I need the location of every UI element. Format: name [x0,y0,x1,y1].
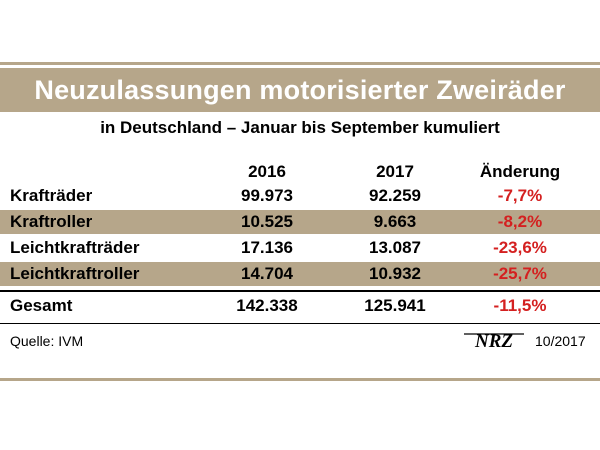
subtitle: in Deutschland – Januar bis September ku… [100,118,500,137]
nrz-logo: NRZ [464,331,524,350]
top-divider [0,62,600,65]
publication-date: 10/2017 [535,333,586,349]
change-value: -23,6% [493,238,547,257]
value-2016: 17.136 [241,238,293,257]
table-row: Krafträder 99.973 92.259 -7,7% [0,184,600,208]
value-2016: 99.973 [241,186,293,205]
table-row: Kraftroller 10.525 9.663 -8,2% [0,210,600,234]
table-row: Leichtkrafträder 17.136 13.087 -23,6% [0,236,600,260]
total-change: -11,5% [493,296,547,315]
row-label: Leichtkrafträder [10,238,140,257]
table-row: Leichtkraftroller 14.704 10.932 -25,7% [0,262,600,286]
bottom-divider [0,323,600,324]
row-label: Krafträder [10,186,93,205]
value-2016: 14.704 [241,264,293,283]
change-value: -8,2% [497,212,543,231]
registrations-table: 2016 2017 Änderung Krafträder 99.973 92.… [0,162,600,318]
row-label: Leichtkraftroller [10,264,140,283]
footer-divider [0,378,600,381]
value-2017: 9.663 [373,212,417,231]
column-header-2017: 2017 [376,162,414,181]
total-divider [0,290,600,292]
value-2017: 13.087 [369,238,421,257]
page-title: Neuzulassungen motorisierter Zweiräder [34,74,566,105]
row-label: Kraftroller [10,212,93,231]
table-header: 2016 2017 Änderung [0,162,600,182]
change-value: -7,7% [497,186,543,205]
title-band: Neuzulassungen motorisierter Zweiräder [0,68,600,112]
change-value: -25,7% [493,264,547,283]
logo-text: NRZ [474,331,513,350]
total-row: Gesamt 142.338 125.941 -11,5% [0,294,600,318]
column-header-change: Änderung [479,162,561,181]
total-2016: 142.338 [236,296,298,315]
value-2017: 10.932 [369,264,421,283]
source-note: Quelle: IVM [10,333,84,349]
total-label: Gesamt [10,296,73,315]
total-2017: 125.941 [364,296,426,315]
column-header-2016: 2016 [248,162,286,181]
value-2016: 10.525 [241,212,293,231]
value-2017: 92.259 [369,186,421,205]
